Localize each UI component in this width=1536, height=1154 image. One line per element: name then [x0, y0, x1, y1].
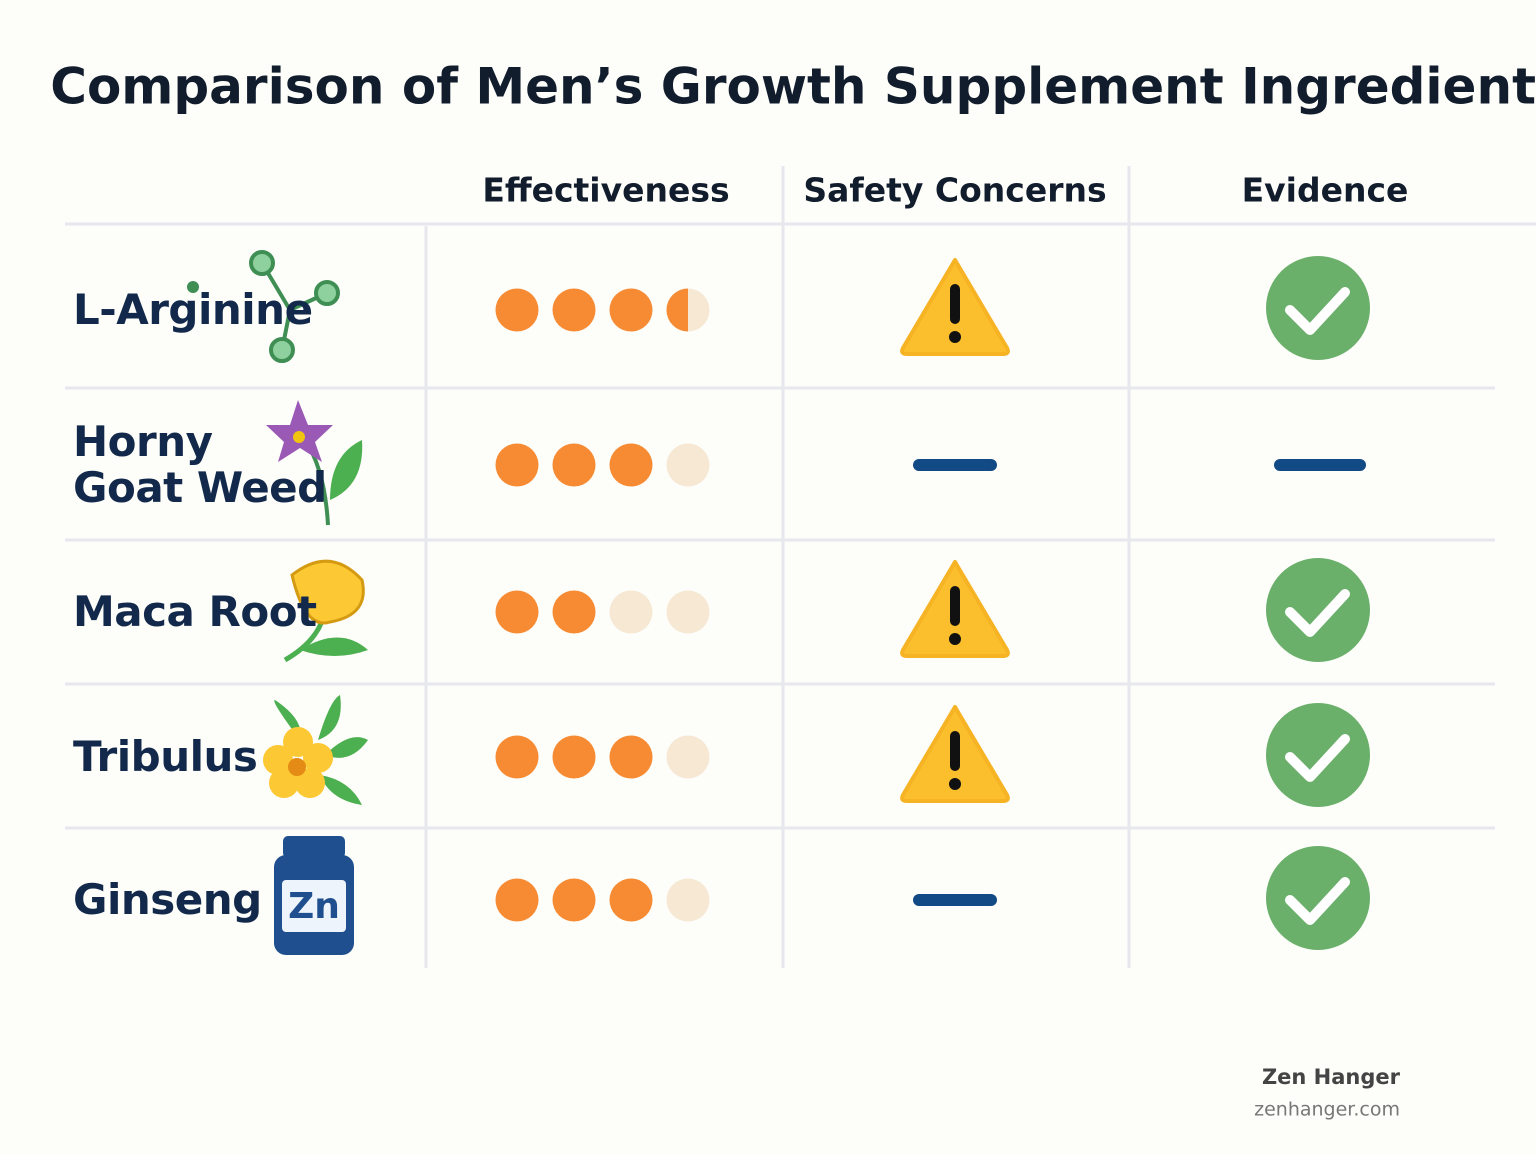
check-icon: [1266, 846, 1370, 950]
warning-dot: [949, 633, 961, 645]
rating-dot: [609, 590, 653, 634]
title: Comparison of Men’s Growth Supplement In…: [50, 58, 1536, 116]
maca-icon: [283, 559, 368, 663]
column-header: Effectiveness: [482, 171, 729, 210]
row-name: Tribulus: [73, 732, 258, 781]
rating-dot: [495, 590, 539, 634]
tribulus-icon: [263, 695, 368, 805]
check-icon: [1266, 703, 1370, 807]
dash-icon: [913, 894, 997, 906]
rating-dot: [552, 443, 596, 487]
bottle-icon: Zn: [274, 836, 354, 955]
row-name: L-Arginine: [73, 285, 313, 334]
footer-brand: Zen Hanger: [1262, 1065, 1401, 1089]
rating-dot: [666, 590, 710, 634]
warning-icon: [900, 705, 1010, 803]
check-mark: [1285, 734, 1350, 782]
column-header: Evidence: [1242, 171, 1409, 210]
rating-dot: [552, 590, 596, 634]
rating-dot: [666, 878, 710, 922]
row-name: Maca Root: [73, 587, 317, 636]
check-icon: [1266, 256, 1370, 360]
rating-dot: [495, 443, 539, 487]
warning-bar: [950, 731, 960, 771]
check-mark: [1285, 287, 1350, 335]
rating-dot-partial: [666, 288, 688, 332]
check-icon: [1266, 558, 1370, 662]
rating-dot: [666, 443, 710, 487]
rating-dot: [609, 735, 653, 779]
rating-dot: [552, 878, 596, 922]
flower-icon: [266, 400, 363, 526]
check-mark: [1285, 589, 1350, 637]
dash-icon: [913, 459, 997, 471]
rating-dot: [552, 735, 596, 779]
rating-dot: [666, 735, 710, 779]
check-circle: [1266, 558, 1370, 662]
rating-dot: [609, 288, 653, 332]
warning-bar: [950, 586, 960, 626]
check-circle: [1266, 703, 1370, 807]
row-name: Ginseng: [73, 875, 262, 924]
rating-dot: [552, 288, 596, 332]
warning-icon: [900, 258, 1010, 356]
warning-bar: [950, 284, 960, 324]
grid: [65, 166, 1536, 968]
rating-dot: [609, 443, 653, 487]
bottle-label: Zn: [288, 886, 340, 927]
check-circle: [1266, 846, 1370, 950]
rating-dot: [495, 735, 539, 779]
check-mark: [1285, 877, 1350, 925]
molecule-icon: [187, 250, 340, 363]
column-header: Safety Concerns: [803, 171, 1106, 210]
check-circle: [1266, 256, 1370, 360]
footer-url: zenhanger.com: [1254, 1099, 1400, 1121]
rating-dot: [609, 878, 653, 922]
row-name: Horny Goat Weed: [73, 417, 327, 512]
rating-dot: [495, 288, 539, 332]
rating-dot: [495, 878, 539, 922]
warning-icon: [900, 560, 1010, 658]
dash-icon: [1274, 459, 1366, 471]
warning-dot: [949, 778, 961, 790]
warning-dot: [949, 331, 961, 343]
